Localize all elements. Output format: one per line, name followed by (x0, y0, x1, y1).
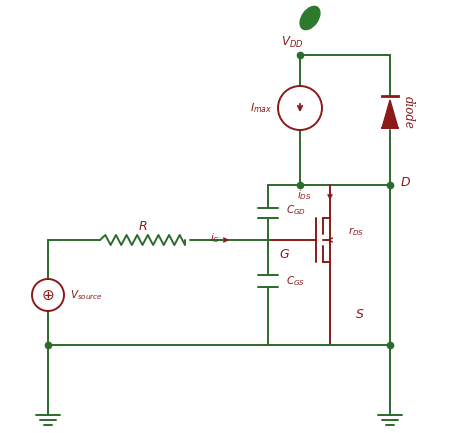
Text: $r_{DS}$: $r_{DS}$ (348, 226, 364, 239)
Text: $I_{max}$: $I_{max}$ (250, 101, 272, 115)
Text: $G$: $G$ (280, 248, 290, 261)
Text: ⊕: ⊕ (42, 288, 54, 303)
Text: $D$: $D$ (400, 175, 411, 188)
Text: $i_G$: $i_G$ (210, 231, 220, 245)
Polygon shape (382, 100, 398, 128)
Text: $C_{GD}$: $C_{GD}$ (286, 204, 306, 217)
Text: diode: diode (402, 96, 414, 129)
Text: $R$: $R$ (138, 220, 147, 233)
Text: $i_{DS}$: $i_{DS}$ (297, 188, 312, 202)
Text: $V_{DD}$: $V_{DD}$ (281, 35, 303, 49)
Text: $S$: $S$ (355, 308, 365, 321)
Ellipse shape (300, 6, 320, 29)
Text: $V_{source}$: $V_{source}$ (70, 288, 103, 302)
Text: $C_{GS}$: $C_{GS}$ (286, 274, 305, 288)
